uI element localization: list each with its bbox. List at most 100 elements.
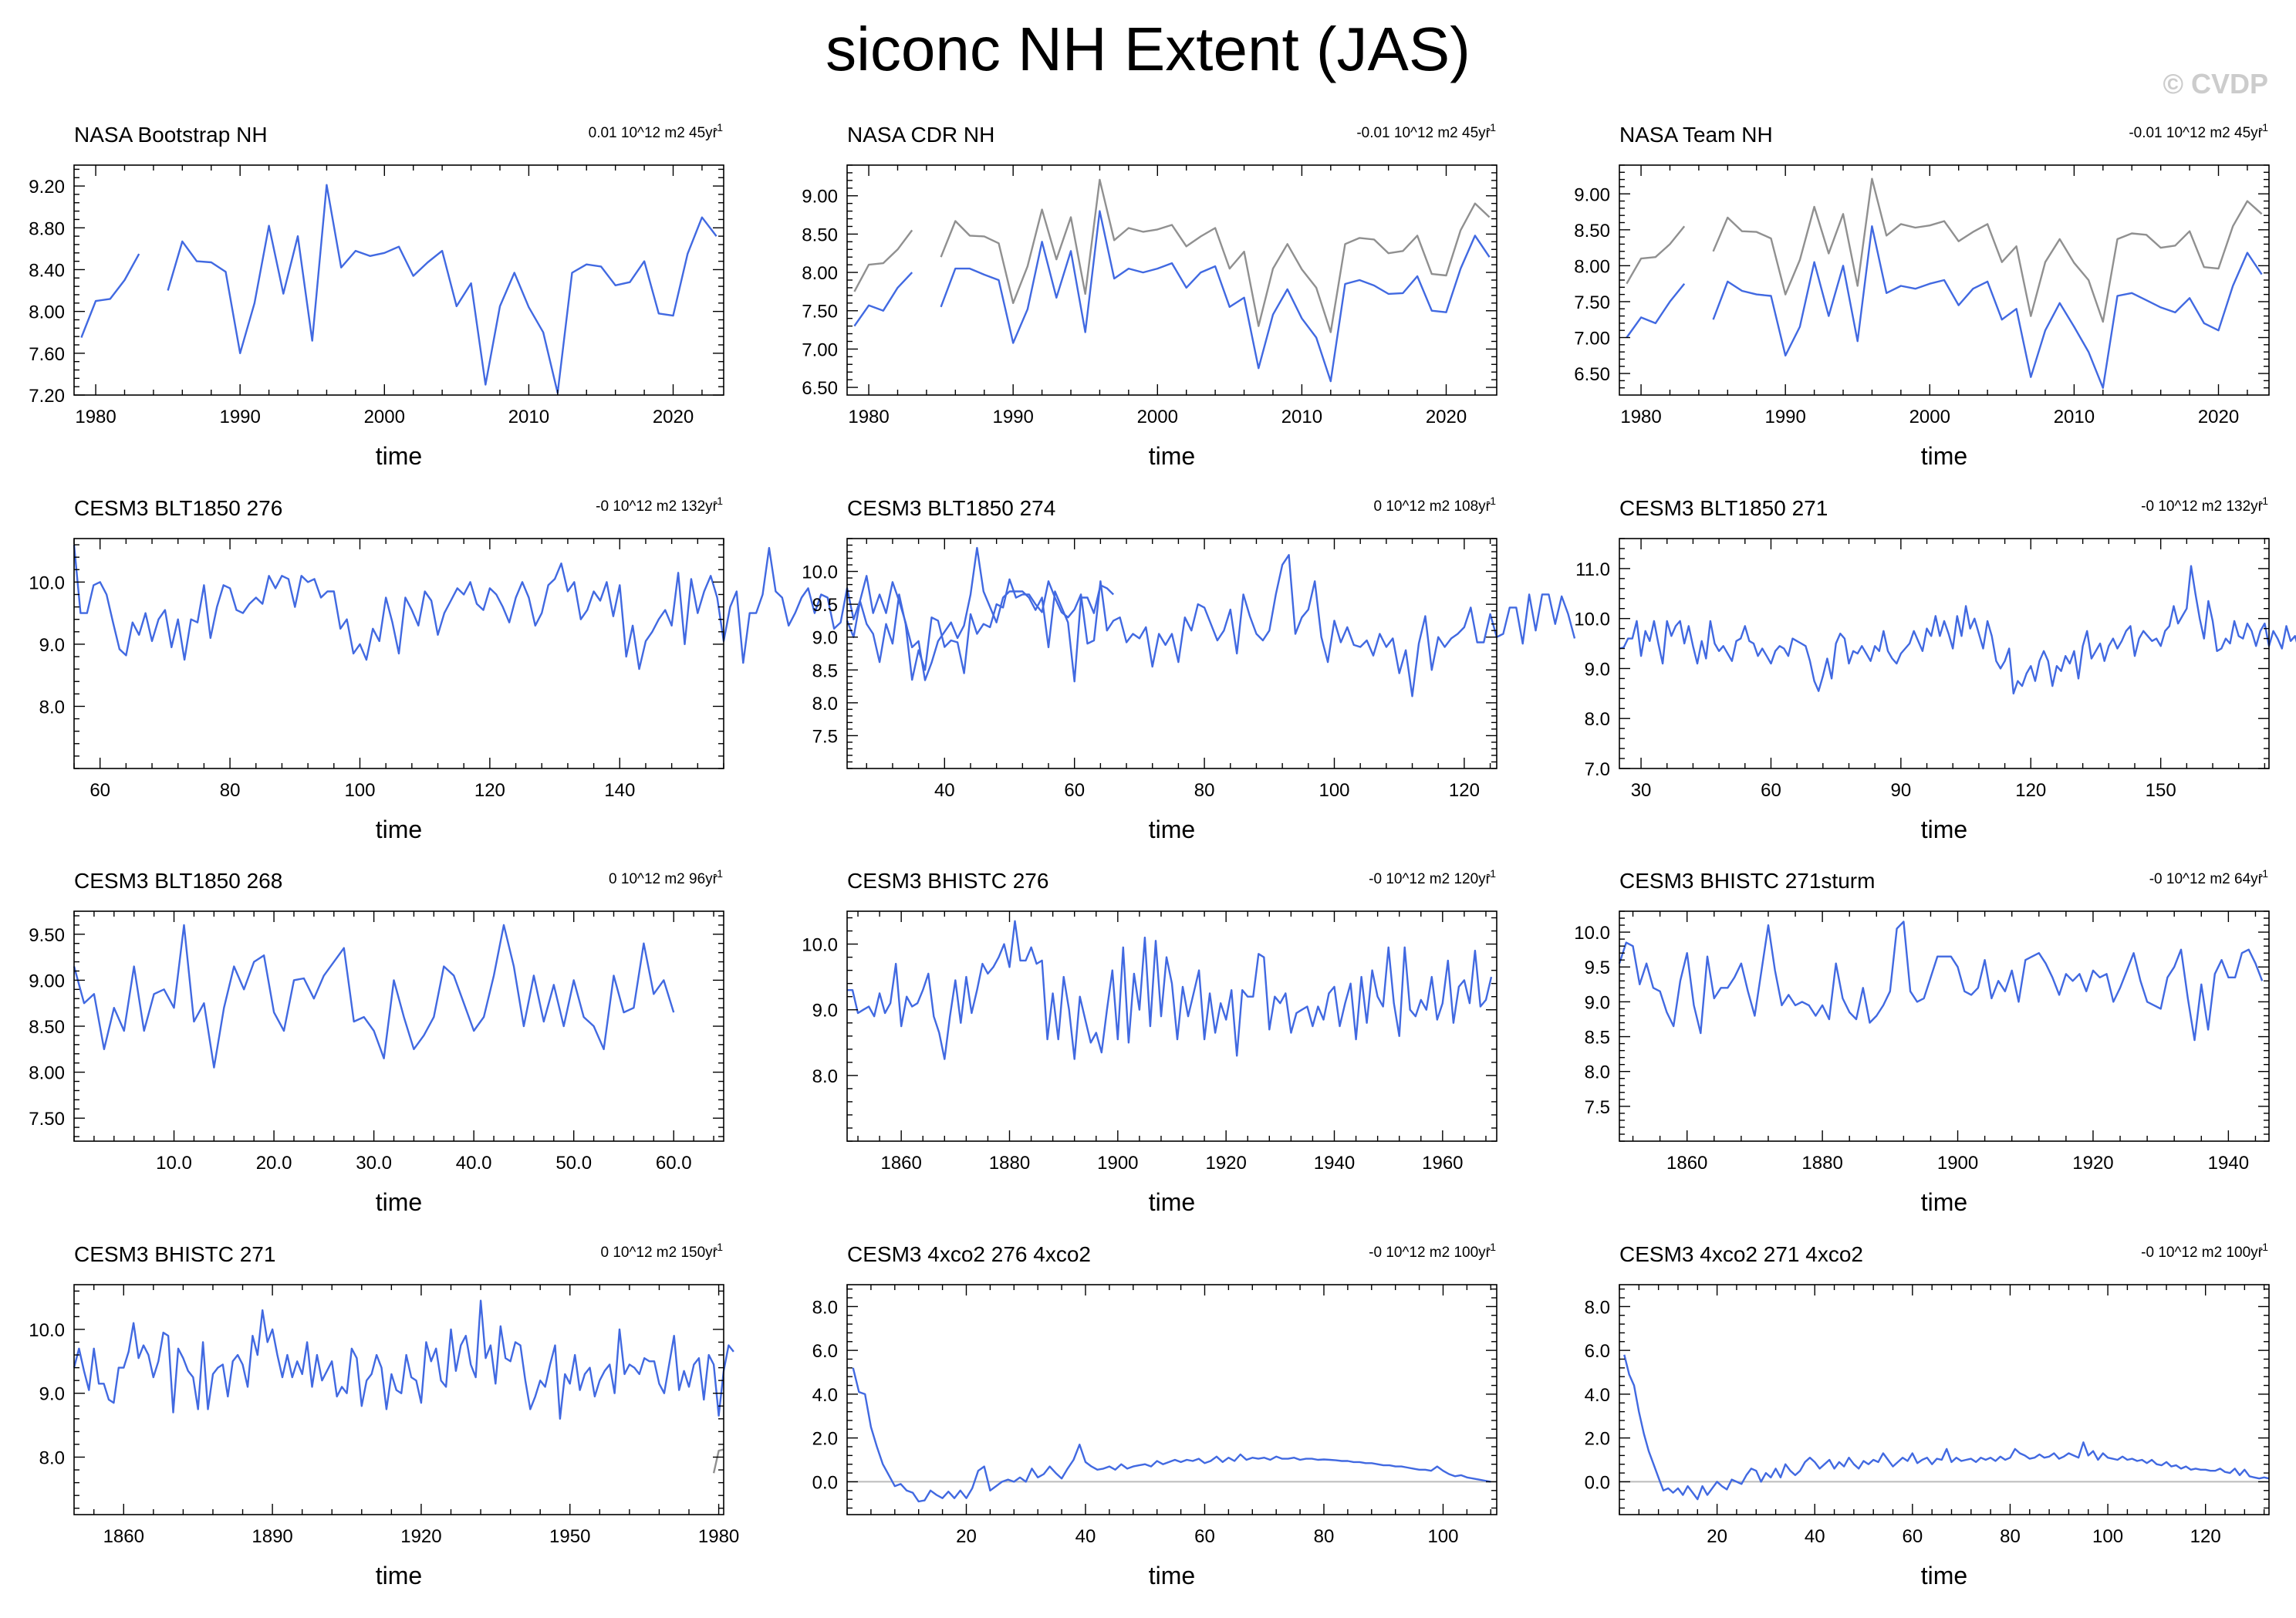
y-tick-label: 8.0	[812, 1066, 838, 1087]
trend-exponent: -1	[1487, 495, 1497, 507]
series-line	[1623, 1354, 2270, 1501]
x-axis-label: time	[376, 442, 422, 470]
chart-panel: 7.0 8.0 9.0 10.0 11.0 30 60 90 120 150 time CESM3 B…	[1574, 495, 2296, 843]
x-tick-label: 1890	[252, 1526, 292, 1547]
trend-label: -0 10^12 m2 100yr	[1369, 1245, 1491, 1261]
x-tick-label: 40	[1805, 1526, 1825, 1547]
y-tick-label: 10.0	[802, 562, 838, 583]
chart-panel: 6.50 7.00 7.50 8.00 8.50 9.00 1980 1990 2000 2010…	[1574, 121, 2270, 470]
plot-frame	[73, 538, 724, 769]
series-line	[846, 554, 1576, 698]
x-tick-label: 150	[2146, 780, 2176, 801]
x-tick-label: 140	[604, 780, 635, 801]
trend-exponent: -1	[1487, 867, 1497, 880]
y-tick-label: 8.0	[1585, 1062, 1610, 1083]
y-tick-label: 10.0	[802, 935, 838, 956]
x-tick-label: 1990	[1764, 407, 1805, 427]
x-axis-label: time	[1921, 816, 1967, 843]
y-tick-label: 7.5	[1585, 1097, 1610, 1118]
x-tick-label: 1880	[989, 1153, 1030, 1174]
x-tick-label: 120	[2015, 780, 2046, 801]
x-tick-label: 20.0	[256, 1153, 292, 1174]
x-tick-label: 40	[1075, 1526, 1096, 1547]
x-tick-label: 60	[1064, 780, 1085, 801]
plot-frame	[73, 1284, 724, 1515]
trend-label: -0 10^12 m2 120yr	[1369, 871, 1491, 887]
trend-label: -0.01 10^12 m2 45yr	[2129, 125, 2263, 141]
panel-title: CESM3 BHISTC 271	[74, 1242, 275, 1266]
page-title: siconc NH Extent (JAS)	[826, 15, 1470, 83]
x-axis-label: time	[1921, 1562, 1967, 1589]
y-tick-label: 9.5	[812, 595, 838, 616]
x-axis-label: time	[1921, 1188, 1967, 1216]
y-tick-label: 6.0	[1585, 1341, 1610, 1362]
x-tick-label: 2020	[653, 407, 694, 427]
y-tick-label: 8.80	[29, 218, 65, 239]
series-line	[853, 272, 913, 327]
chart-panel: 8.0 9.0 10.0 1860 1880 1900 1920 1940 1960 time CE…	[802, 867, 1497, 1216]
y-tick-label: 9.50	[29, 925, 65, 946]
x-tick-label: 10.0	[156, 1153, 192, 1174]
series-line	[73, 1299, 734, 1420]
y-tick-label: 9.0	[812, 1001, 838, 1022]
chart-panel: 0.0 2.0 4.0 6.0 8.0 20 40 60 80 100 time CESM3 4xco…	[812, 1241, 1497, 1589]
y-tick-label: 2.0	[812, 1429, 838, 1450]
y-tick-label: 8.40	[29, 260, 65, 281]
x-tick-label: 80	[1314, 1526, 1335, 1547]
y-tick-label: 8.50	[1574, 221, 1610, 242]
x-tick-label: 80	[220, 780, 241, 801]
y-tick-label: 10.0	[29, 1320, 65, 1341]
series-line	[853, 229, 913, 292]
trend-label: -0.01 10^12 m2 45yr	[1356, 125, 1491, 141]
x-tick-label: 60	[1194, 1526, 1215, 1547]
trend-exponent: -1	[1487, 1241, 1497, 1253]
x-axis-label: time	[1149, 816, 1195, 843]
x-tick-label: 80	[2000, 1526, 2021, 1547]
series-line	[1626, 282, 1686, 339]
x-tick-label: 1880	[1801, 1153, 1842, 1174]
series-line	[73, 544, 1115, 683]
x-tick-label: 80	[1194, 780, 1215, 801]
x-tick-label: 1900	[1937, 1153, 1978, 1174]
x-tick-label: 2020	[1426, 407, 1467, 427]
x-tick-label: 1920	[1205, 1153, 1246, 1174]
series-line	[1618, 920, 2264, 1042]
series-line	[940, 210, 1491, 383]
panel-title: CESM3 BLT1850 268	[74, 869, 282, 893]
x-tick-label: 60	[1761, 780, 1781, 801]
x-tick-label: 50.0	[555, 1153, 592, 1174]
x-axis-label: time	[376, 1562, 422, 1589]
x-tick-label: 1920	[400, 1526, 441, 1547]
y-tick-label: 8.00	[29, 1063, 65, 1084]
y-tick-label: 7.20	[29, 386, 65, 407]
x-tick-label: 30	[1631, 780, 1652, 801]
series-line	[1712, 177, 2263, 323]
panel-title: CESM3 4xco2 271 4xco2	[1619, 1242, 1863, 1266]
chart-panel: 8.0 9.0 10.0 60 80 100 120 140 time CESM3 BLT1850…	[29, 495, 1115, 843]
x-tick-label: 1980	[1620, 407, 1661, 427]
x-tick-label: 90	[1891, 780, 1912, 801]
trend-label: -0 10^12 m2 132yr	[2141, 498, 2264, 515]
trend-label: 0 10^12 m2 96yr	[609, 871, 718, 887]
y-tick-label: 8.0	[1585, 1297, 1610, 1318]
x-tick-label: 60.0	[656, 1153, 692, 1174]
x-tick-label: 1940	[2208, 1153, 2249, 1174]
panel-title: NASA Bootstrap NH	[74, 123, 268, 147]
trend-exponent: -1	[2259, 867, 2269, 880]
y-tick-label: 7.50	[1574, 292, 1610, 313]
x-tick-label: 20	[956, 1526, 977, 1547]
plot-frame	[1619, 538, 2270, 769]
series-line	[852, 1367, 1491, 1503]
y-tick-label: 7.00	[1574, 329, 1610, 350]
x-tick-label: 1940	[1314, 1153, 1355, 1174]
y-tick-label: 10.0	[29, 573, 65, 593]
y-tick-label: 8.0	[39, 697, 65, 718]
y-tick-label: 10.0	[1574, 923, 1610, 944]
y-tick-label: 8.50	[29, 1017, 65, 1038]
trend-label: 0.01 10^12 m2 45yr	[589, 125, 718, 141]
chart-panel: 0.0 2.0 4.0 6.0 8.0 20 40 60 80 100 120 time CESM3 4…	[1585, 1241, 2270, 1589]
y-tick-label: 8.0	[39, 1448, 65, 1469]
y-tick-label: 0.0	[812, 1472, 838, 1493]
chart-panel: 7.50 8.00 8.50 9.00 9.50 10.0 20.0 30.0 40.0 50.0…	[29, 867, 724, 1216]
y-tick-label: 8.0	[812, 694, 838, 714]
